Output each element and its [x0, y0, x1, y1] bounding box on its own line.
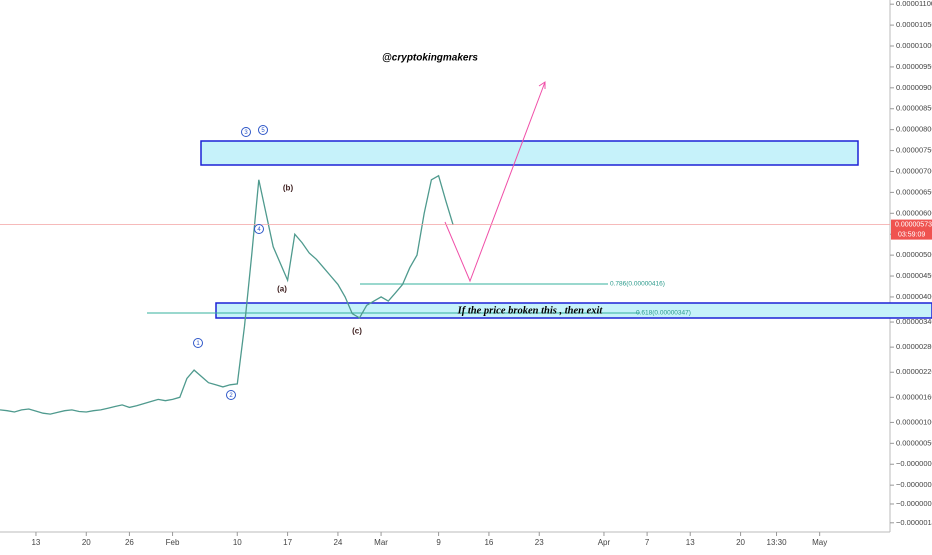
wave-label: 4: [257, 227, 261, 233]
y-tick-label: 0.00001050: [896, 20, 932, 29]
exit-note: If the price broken this , then exit: [457, 305, 604, 316]
y-tick-label: 0.00001000: [896, 41, 932, 50]
x-tick-label: 13: [31, 538, 40, 547]
watermark: @cryptokingmakers: [382, 53, 478, 64]
x-tick-label: 13:30: [767, 538, 788, 547]
x-tick-label: 13: [686, 538, 695, 547]
y-tick-label: 0.00001100: [896, 0, 932, 8]
wave-circle: [193, 338, 203, 348]
wave-circle: [254, 224, 264, 234]
price-tag: [891, 219, 932, 240]
wave-label: 2: [229, 393, 233, 399]
y-tick-label: 0.00000750: [896, 146, 932, 155]
y-tick-label: 0.00000950: [896, 62, 932, 71]
y-tick-label: 0.00000600: [896, 208, 932, 217]
x-tick-label: 23: [535, 538, 544, 547]
y-tick-label: −0.00000095: [896, 499, 932, 508]
x-tick-label: 17: [283, 538, 292, 547]
y-tick-label: 0.00000800: [896, 125, 932, 134]
x-tick-label: 10: [233, 538, 242, 547]
x-tick-label: 20: [736, 538, 745, 547]
wave-label: (a): [277, 285, 287, 294]
support-zone: [215, 302, 932, 319]
y-tick-label: 0.00000160: [896, 392, 932, 401]
fib-label: 0.786(0.00000416): [610, 281, 665, 288]
y-tick-label: 0.00000650: [896, 187, 932, 196]
x-tick-label: 24: [333, 538, 342, 547]
countdown-label: 03:59:09: [898, 231, 925, 238]
y-tick-label: 0.00000900: [896, 83, 932, 92]
wave-circle: [226, 390, 236, 400]
arrow-head: [538, 81, 546, 89]
x-tick-label: 16: [484, 538, 493, 547]
x-tick-label: 26: [125, 538, 134, 547]
y-tick-label: 0.00000050: [896, 438, 932, 447]
y-tick-label: 0.00000220: [896, 367, 932, 376]
y-tick-label: 0.00000500: [896, 250, 932, 259]
wave-label: 1: [196, 341, 200, 347]
y-tick-label: 0.00000100: [896, 417, 932, 426]
x-tick-label: 9: [436, 538, 441, 547]
y-tick-label: 0.00000340: [896, 317, 932, 326]
wave-label: 3: [244, 130, 248, 136]
fib-label: 0.618(0.00000347): [636, 310, 691, 317]
forecast-arrow: [444, 81, 546, 283]
wave-label: (c): [352, 327, 362, 336]
wave-circle: [241, 127, 251, 137]
x-tick-label: May: [812, 538, 827, 547]
x-tick-label: Feb: [166, 538, 180, 547]
x-tick-label: Mar: [374, 538, 388, 547]
resistance-zone: [200, 140, 859, 166]
wave-label: 5: [261, 128, 265, 134]
y-tick-label: 0.00000850: [896, 104, 932, 113]
y-tick-label: 0.00000700: [896, 166, 932, 175]
price-line: [0, 174, 454, 415]
y-tick-label: −0.00000000: [896, 459, 932, 468]
y-tick-label: −0.00000050: [896, 480, 932, 489]
price-tag-label: 0.00000573: [895, 221, 932, 228]
y-tick-label: 0.00000450: [896, 271, 932, 280]
wave-label: (b): [283, 184, 294, 193]
y-tick-label: 0.00000280: [896, 342, 932, 351]
x-tick-label: 20: [82, 538, 91, 547]
y-tick-label: −0.00000140: [896, 518, 932, 527]
x-tick-label: 7: [645, 538, 650, 547]
wave-circle: [258, 125, 268, 135]
y-tick-label: 0.00000400: [896, 292, 932, 301]
x-tick-label: Apr: [598, 538, 611, 547]
